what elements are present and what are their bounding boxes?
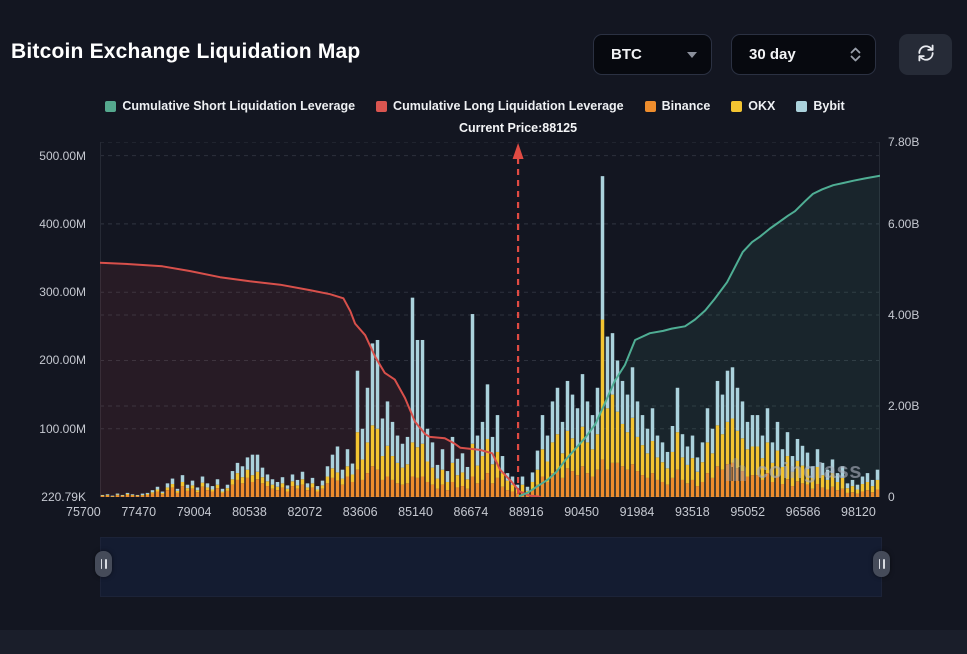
x-axis-tick: 80538 [232,505,267,519]
legend-item[interactable]: Binance [644,99,711,113]
y-axis-tick: 200.00M [39,353,86,368]
x-axis-labels: 75700 77470 79004 80538 82072 83606 85140 86674… [66,505,876,519]
y-axis-tick: 100.00M [39,421,86,436]
legend-item[interactable]: Cumulative Short Liquidation Leverage [105,99,355,113]
symbol-select[interactable]: BTC [593,34,712,75]
legend-item[interactable]: Cumulative Long Liquidation Leverage [376,99,624,113]
x-axis-tick: 96586 [785,505,821,519]
y-axis-tick: 220.79K [41,489,86,504]
y-axis-tick: 7.80B [888,135,920,149]
legend-item[interactable]: Bybit [796,99,845,113]
legend-label: Cumulative Long Liquidation Leverage [393,99,624,113]
y-axis-tick: 500.00M [39,148,86,163]
range-select-value: 30 day [749,46,796,63]
x-axis-tick: 77470 [121,505,157,519]
legend-label: Cumulative Short Liquidation Leverage [122,99,356,113]
legend-label: Binance [661,99,711,113]
x-axis-tick: 85140 [398,505,433,519]
footer-strip [0,630,967,654]
symbol-select-value: BTC [611,46,642,63]
legend-swatch [731,100,743,112]
legend-label: OKX [748,99,776,113]
x-axis-tick: 75700 [66,505,101,519]
datazoom-left-handle[interactable] [95,551,112,577]
range-select[interactable]: 30 day [731,34,876,75]
chart-plot-area[interactable]: coinglass [99,141,881,498]
x-axis-tick: 95052 [730,505,766,519]
x-axis-tick: 86674 [453,505,489,519]
x-axis-tick: 90450 [564,505,599,519]
x-axis-tick: 82072 [287,505,323,519]
refresh-button[interactable] [899,34,952,75]
y-axis-tick: 400.00M [39,216,86,231]
current-price-label: Current Price:88125 [458,121,578,135]
up-down-chevrons-icon [850,47,861,62]
chart-legend: Cumulative Short Liquidation Leverage Cum… [60,99,890,113]
page-title: Bitcoin Exchange Liquidation Map [11,40,361,63]
x-axis-tick: 93518 [674,505,710,519]
x-axis-tick: 91984 [619,505,655,519]
chart-canvas [99,141,881,498]
y-axis-left: 500.00M 400.00M 300.00M 200.00M 100.00M 220.7… [0,142,92,504]
legend-swatch [644,100,656,112]
legend-swatch [376,100,388,112]
y-axis-tick: 6.00B [888,216,920,231]
y-axis-tick: 2.00B [888,398,920,413]
y-axis-tick: 0 [888,490,895,504]
y-axis-tick: 300.00M [39,285,86,300]
datazoom-right-handle[interactable] [873,551,890,577]
legend-swatch [105,100,117,112]
x-axis-tick: 88916 [508,505,544,519]
datazoom-track[interactable] [100,537,882,597]
y-axis-tick: 4.00B [888,307,920,322]
legend-item[interactable]: OKX [731,99,775,113]
refresh-icon [915,42,937,67]
x-axis-tick: 79004 [176,505,212,519]
chevron-down-icon [687,51,697,58]
x-axis-tick: 83606 [342,505,378,519]
legend-label: Bybit [813,99,845,113]
legend-swatch [796,100,808,112]
y-axis-right: 7.80B 6.00B 4.00B 2.00B 0 [888,135,963,504]
x-axis-tick: 98120 [841,505,876,519]
